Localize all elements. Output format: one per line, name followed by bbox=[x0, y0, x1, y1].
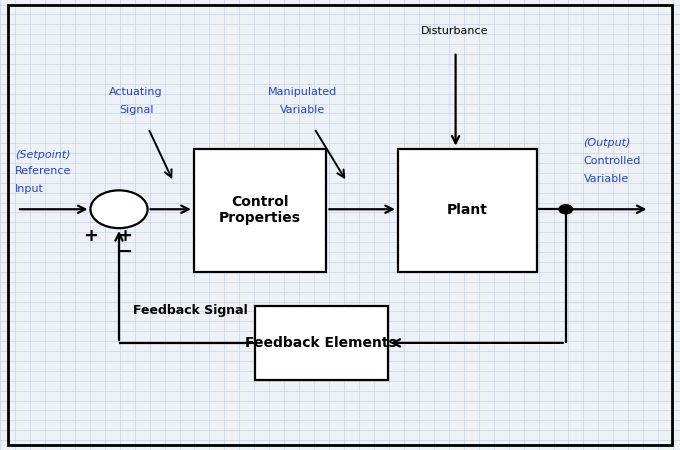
Text: Feedback Elements: Feedback Elements bbox=[245, 336, 397, 350]
Text: +: + bbox=[83, 227, 98, 245]
Text: Input: Input bbox=[15, 184, 44, 194]
Bar bbox=[255, 306, 388, 380]
Circle shape bbox=[559, 205, 573, 214]
Circle shape bbox=[90, 190, 148, 228]
Text: Plant: Plant bbox=[447, 203, 488, 217]
Bar bbox=[194, 148, 326, 272]
Text: (Setpoint): (Setpoint) bbox=[15, 150, 71, 160]
Text: Controlled: Controlled bbox=[583, 157, 641, 166]
Bar bbox=[398, 148, 537, 272]
Text: −: − bbox=[117, 243, 132, 261]
Text: Variable: Variable bbox=[583, 175, 629, 184]
Text: Variable: Variable bbox=[280, 105, 325, 115]
Text: Actuating: Actuating bbox=[109, 87, 163, 97]
Text: Reference: Reference bbox=[15, 166, 71, 176]
Text: (Output): (Output) bbox=[583, 139, 631, 148]
Text: Disturbance: Disturbance bbox=[420, 26, 488, 36]
Text: Feedback Signal: Feedback Signal bbox=[133, 304, 248, 317]
Text: Manipulated: Manipulated bbox=[268, 87, 337, 97]
Text: Control
Properties: Control Properties bbox=[219, 195, 301, 225]
Text: Signal: Signal bbox=[119, 105, 153, 115]
Text: +: + bbox=[117, 227, 132, 245]
